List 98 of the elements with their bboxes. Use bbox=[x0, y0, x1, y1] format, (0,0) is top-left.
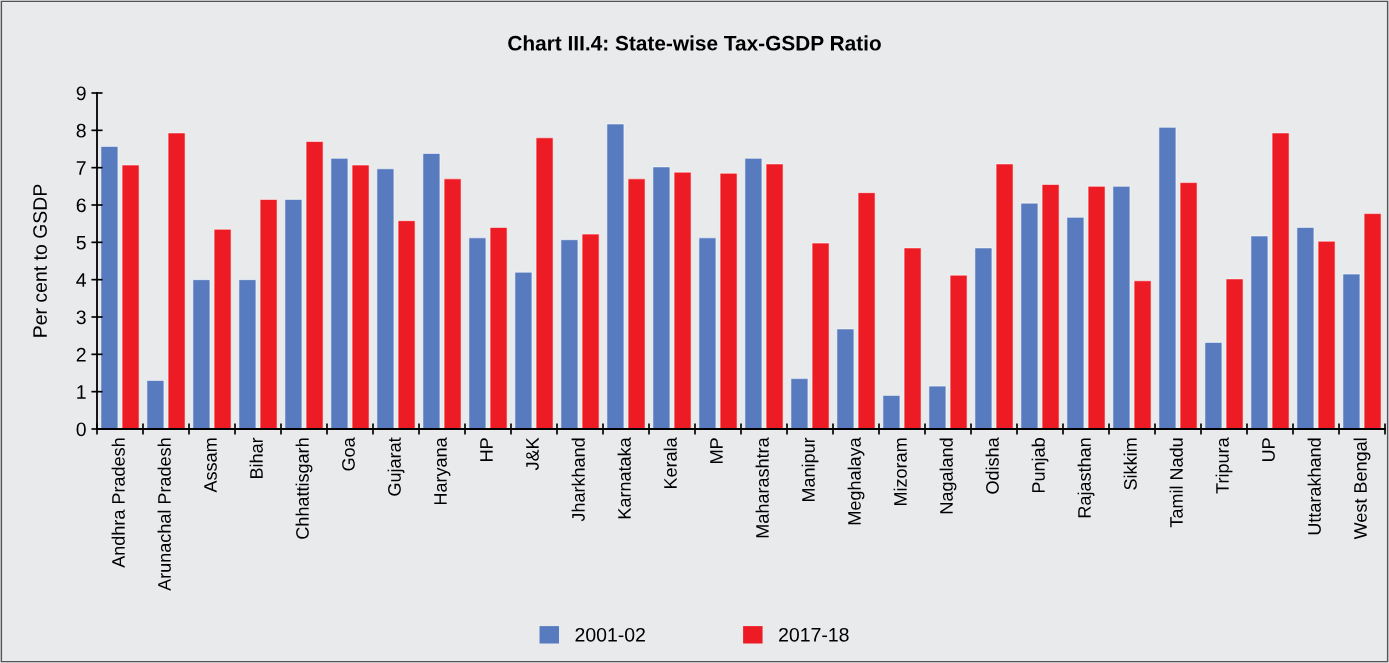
bar bbox=[1179, 182, 1198, 429]
y-tick-label: 3 bbox=[76, 310, 86, 325]
bar bbox=[167, 132, 186, 429]
x-tick-label: Manipur bbox=[801, 437, 819, 502]
bar bbox=[652, 166, 671, 429]
bar bbox=[443, 178, 462, 429]
bar bbox=[146, 380, 165, 429]
bar bbox=[765, 163, 784, 429]
y-tick-label: 2 bbox=[76, 347, 86, 362]
bar bbox=[1225, 278, 1244, 429]
bar bbox=[560, 239, 579, 429]
bar bbox=[1133, 280, 1152, 429]
bar bbox=[100, 146, 119, 429]
x-tick-label: J&K bbox=[526, 437, 539, 471]
bar bbox=[238, 279, 257, 429]
y-tick-label: 5 bbox=[76, 236, 86, 250]
bar bbox=[397, 220, 416, 429]
x-tick-label: Rajasthan bbox=[1077, 438, 1095, 518]
bar bbox=[259, 199, 278, 429]
bar bbox=[1066, 217, 1085, 429]
bar bbox=[1250, 235, 1269, 429]
x-tick-label: Andhra Pradesh bbox=[111, 438, 125, 568]
x-tick-label: Meghalaya bbox=[847, 437, 865, 525]
y-tick-label: 6 bbox=[76, 198, 86, 213]
x-tick-label: Tripura bbox=[1215, 437, 1233, 494]
bar bbox=[1112, 186, 1131, 429]
bar bbox=[719, 172, 738, 429]
x-tick-label: HP bbox=[480, 438, 493, 461]
bar bbox=[376, 168, 395, 429]
bar bbox=[1296, 227, 1315, 429]
bar bbox=[1317, 240, 1336, 429]
bar bbox=[121, 164, 140, 429]
x-tick-label: Mizoram bbox=[893, 438, 907, 506]
bar bbox=[192, 279, 211, 429]
bar bbox=[489, 227, 508, 429]
x-tick-label: Gujarat bbox=[387, 437, 405, 496]
bar bbox=[1342, 273, 1361, 429]
bar bbox=[606, 123, 625, 429]
bar bbox=[1087, 186, 1106, 429]
bar bbox=[514, 271, 533, 429]
y-tick-label: 4 bbox=[76, 273, 87, 287]
bar bbox=[305, 141, 324, 429]
bar bbox=[1271, 132, 1290, 429]
y-tick-label: 0 bbox=[76, 422, 86, 437]
bar bbox=[1158, 127, 1177, 429]
bar bbox=[213, 228, 232, 429]
bar bbox=[422, 153, 441, 429]
x-tick-label: West Bengal bbox=[1353, 438, 1371, 540]
bar bbox=[857, 192, 876, 429]
bar bbox=[698, 237, 717, 429]
bar bbox=[811, 242, 830, 429]
x-tick-label: Arunachal Pradesh bbox=[157, 438, 171, 591]
bar bbox=[836, 328, 855, 429]
bar bbox=[882, 395, 901, 429]
bar bbox=[995, 163, 1014, 429]
x-tick-label: Goa bbox=[342, 437, 355, 471]
bar bbox=[974, 247, 993, 429]
x-tick-label: Sikkim bbox=[1123, 438, 1137, 490]
bar bbox=[351, 164, 370, 429]
bar bbox=[903, 247, 922, 429]
x-tick-label: Jharkhand bbox=[571, 438, 585, 522]
y-tick-label: 1 bbox=[77, 385, 86, 399]
bar bbox=[468, 237, 487, 429]
bar bbox=[928, 385, 947, 429]
y-tick-label: 9 bbox=[76, 86, 86, 101]
bar bbox=[949, 274, 968, 429]
x-tick-label: Bihar bbox=[249, 437, 263, 478]
y-tick-label: 8 bbox=[76, 123, 86, 138]
bar bbox=[1041, 184, 1060, 429]
bar bbox=[790, 378, 809, 429]
x-tick-label: UP bbox=[1262, 438, 1275, 462]
y-tick-label: 7 bbox=[76, 161, 86, 175]
y-axis-title: Per cent to GSDP bbox=[33, 184, 47, 337]
bar bbox=[673, 171, 692, 429]
bar bbox=[581, 233, 600, 429]
x-tick-label: Nagaland bbox=[939, 438, 957, 514]
x-tick-label: Punjab bbox=[1031, 438, 1049, 493]
legend-label: 2017-18 bbox=[779, 627, 849, 642]
bar bbox=[1204, 342, 1223, 429]
x-tick-label: Assam bbox=[204, 438, 217, 493]
legend-label: 2001-02 bbox=[575, 627, 645, 642]
chart-title: Chart III.4: State-wise Tax-GSDP Ratio bbox=[508, 35, 881, 51]
bar bbox=[535, 137, 554, 429]
x-tick-label: Chhattisgarh bbox=[295, 438, 313, 539]
x-tick-label: Maharashtra bbox=[755, 437, 769, 538]
x-tick-label: Karnataka bbox=[617, 437, 631, 519]
bar bbox=[330, 158, 349, 429]
x-tick-label: Tamil Nadu bbox=[1169, 438, 1183, 528]
bar bbox=[627, 178, 646, 429]
x-tick-label: Kerala bbox=[663, 437, 677, 489]
bar bbox=[744, 158, 763, 429]
bar bbox=[284, 199, 303, 429]
bar bbox=[1363, 213, 1382, 429]
x-tick-label: Uttarakhand bbox=[1307, 438, 1321, 535]
x-tick-label: Haryana bbox=[434, 437, 451, 505]
x-tick-label: Odisha bbox=[985, 437, 999, 494]
x-tick-label: MP bbox=[710, 438, 723, 463]
bar bbox=[1020, 202, 1039, 429]
